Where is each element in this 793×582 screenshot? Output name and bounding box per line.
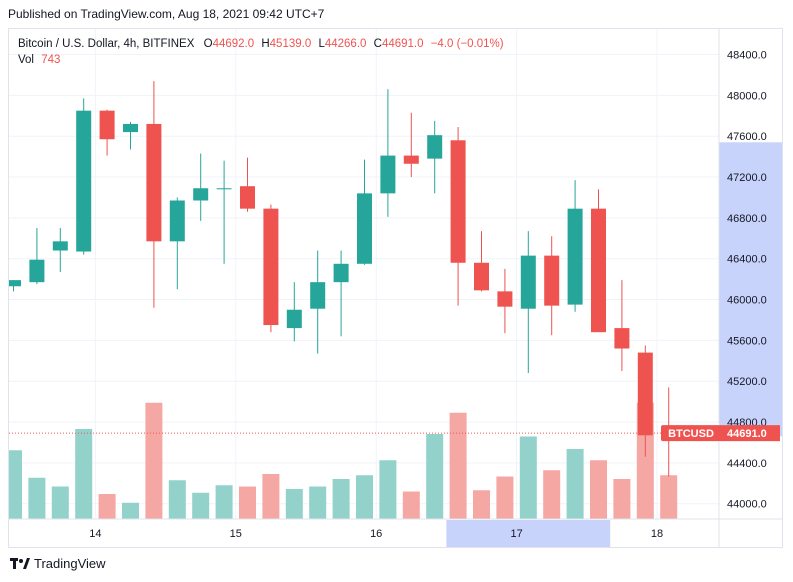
candle-body[interactable] — [52, 241, 68, 251]
legend-vol-label: Vol — [18, 54, 34, 66]
x-tick-label: 14 — [89, 528, 101, 540]
volume-bar — [543, 470, 561, 519]
candle-body[interactable] — [240, 186, 255, 209]
y-tick-label: 47200.0 — [727, 172, 767, 184]
y-tick-label: 44400.0 — [727, 458, 767, 470]
symbol-tag — [661, 425, 721, 442]
volume-bar — [473, 490, 490, 519]
chart-legend: Bitcoin / U.S. Dollar, 4h, BITFINEX O446… — [18, 36, 504, 68]
volume-bar — [98, 494, 116, 519]
x-tick-label: 18 — [651, 528, 663, 540]
chart-frame[interactable]: 44000.0 44400.0 44800.0 45200.0 45600.0 46000… — [5, 28, 783, 548]
x-axis-range-highlight — [446, 520, 611, 547]
volume-bar — [590, 460, 607, 519]
y-tick-label: 47600.0 — [727, 131, 767, 143]
tradingview-logo-icon — [10, 557, 30, 569]
y-tick-label: 48400.0 — [727, 50, 767, 62]
x-tick-label: 16 — [370, 528, 382, 540]
candle-body[interactable] — [380, 155, 396, 194]
volume-bar — [145, 402, 163, 519]
volume-bar — [28, 477, 46, 519]
legend-low-value: 44266.0 — [324, 38, 367, 50]
y-tick-label: 44000.0 — [727, 499, 767, 511]
candle-body[interactable] — [6, 280, 21, 287]
volume-bar — [356, 475, 373, 519]
candle-body[interactable] — [76, 110, 92, 252]
y-tick-label: 46000.0 — [727, 295, 767, 307]
candle-body[interactable] — [286, 309, 302, 329]
symbol-tag-label: BTCUSD — [668, 428, 714, 440]
y-tick-label: 46800.0 — [727, 213, 767, 225]
volume-bar — [449, 412, 467, 519]
candle-body[interactable] — [146, 123, 162, 242]
legend-vol-value: 743 — [41, 54, 61, 66]
y-tick-label: 45600.0 — [727, 335, 767, 347]
volume-bar — [122, 502, 139, 519]
volume-bar — [566, 449, 584, 519]
volume-bar — [285, 489, 303, 519]
legend-close-label: C — [373, 38, 382, 50]
candle-body[interactable] — [123, 123, 138, 133]
volume-bar — [75, 429, 93, 519]
candle-body[interactable] — [520, 255, 536, 309]
candle-body[interactable] — [567, 208, 583, 305]
y-tick-label: 45200.0 — [727, 376, 767, 388]
candle-body[interactable] — [216, 188, 232, 190]
candle-body[interactable] — [193, 188, 209, 201]
tradingview-brand[interactable]: TradingView — [10, 556, 106, 571]
legend-row-volume: Vol 743 — [18, 52, 504, 68]
candle-body[interactable] — [614, 328, 630, 349]
legend-low-label: L — [318, 38, 325, 50]
candlestick-chart[interactable]: 44000.044400.044800.045200.045600.046000… — [5, 29, 782, 547]
legend-change: −4.0 (−0.01%) — [430, 38, 504, 50]
legend-close-value: 44691.0 — [381, 38, 424, 50]
legend-title: Bitcoin / U.S. Dollar, 4h, BITFINEX — [18, 38, 195, 50]
volume-bar — [192, 492, 210, 519]
candle-body[interactable] — [591, 208, 606, 333]
volume-bar — [332, 479, 350, 519]
last-price-tag — [720, 425, 780, 442]
candle-body[interactable] — [474, 262, 489, 291]
brand-name: TradingView — [34, 556, 106, 571]
legend-high-value: 45139.0 — [269, 38, 312, 50]
volume-bar — [51, 486, 69, 519]
volume-bar — [262, 474, 280, 519]
published-note: Published on TradingView.com, Aug 18, 20… — [8, 7, 325, 21]
legend-row-price: Bitcoin / U.S. Dollar, 4h, BITFINEX O446… — [18, 36, 504, 52]
legend-high-label: H — [261, 38, 270, 50]
volume-bar — [309, 486, 327, 519]
volume-bar — [215, 485, 233, 519]
candle-body[interactable] — [357, 193, 372, 264]
candle-body[interactable] — [403, 155, 419, 164]
volume-bar — [519, 436, 537, 519]
volume-bar — [613, 479, 631, 519]
y-axis-range-highlight — [719, 142, 782, 437]
candle-body[interactable] — [310, 282, 326, 309]
candle-body[interactable] — [333, 263, 349, 283]
candle-body[interactable] — [99, 110, 115, 140]
candle-body[interactable] — [263, 208, 279, 326]
y-tick-label: 46400.0 — [727, 254, 767, 266]
candle-body[interactable] — [427, 135, 443, 159]
volume-bar — [379, 460, 397, 519]
candle-body[interactable] — [637, 352, 653, 436]
volume-bar — [168, 480, 186, 519]
volume-bar — [5, 450, 22, 519]
y-tick-label: 48000.0 — [727, 90, 767, 102]
candle-body[interactable] — [450, 140, 466, 263]
candle-body[interactable] — [169, 200, 185, 242]
volume-bar — [402, 491, 420, 519]
volume-bar — [496, 476, 514, 519]
candle-body[interactable] — [544, 255, 560, 306]
legend-open-label: O — [203, 38, 213, 50]
x-tick-label: 17 — [510, 528, 522, 540]
x-tick-label: 15 — [230, 528, 242, 540]
last-price-label: 44691.0 — [727, 428, 767, 440]
volume-bar — [426, 434, 444, 519]
volume-bar — [239, 486, 256, 519]
volume-bar — [660, 475, 678, 519]
candle-body[interactable] — [29, 259, 45, 283]
candle-body[interactable] — [497, 291, 513, 307]
legend-open-value: 44692.0 — [212, 38, 255, 50]
